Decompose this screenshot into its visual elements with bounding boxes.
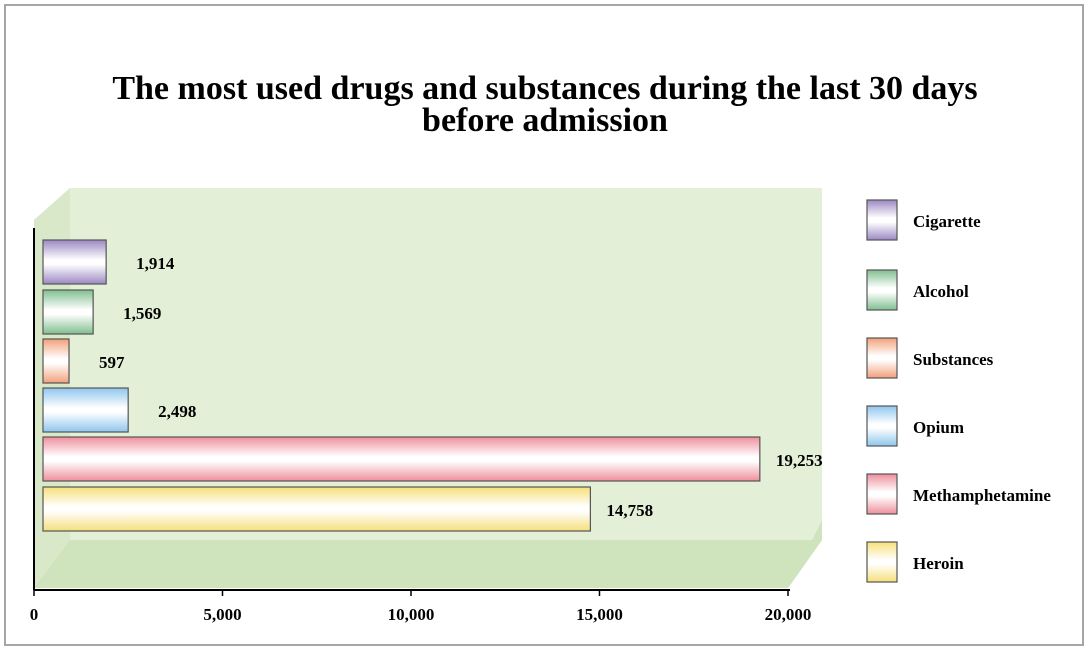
- plot-floor: [34, 540, 822, 588]
- chart-title-line-2: before admission: [422, 102, 668, 139]
- bar-opium: [42, 387, 129, 433]
- value-label-heroin: 14,758: [606, 501, 653, 520]
- bar-cigarette: [42, 239, 107, 285]
- legend: Cigarette Alcohol Substances Opium Methamphe…: [866, 199, 1051, 583]
- x-tick-label: 15,000: [576, 605, 623, 624]
- value-label-opium: 2,498: [158, 402, 196, 421]
- legend-swatch-methamphetamine: [866, 473, 898, 515]
- bar-substances: [42, 338, 70, 384]
- legend-label-opium: Opium: [913, 418, 964, 437]
- value-label-methamphetamine: 19,253: [776, 451, 823, 470]
- x-tick-label: 5,000: [203, 605, 241, 624]
- x-tick-label: 20,000: [765, 605, 812, 624]
- value-label-substances: 597: [99, 353, 125, 372]
- bar-alcohol: [42, 289, 94, 335]
- chart-title-line-1: The most used drugs and substances durin…: [112, 70, 978, 107]
- value-label-cigarette: 1,914: [136, 254, 175, 273]
- legend-label-heroin: Heroin: [913, 554, 964, 573]
- legend-swatch-substances: [866, 337, 898, 379]
- plot-floor-edge: [788, 520, 822, 588]
- bar-heroin: [42, 486, 591, 532]
- legend-label-methamphetamine: Methamphetamine: [913, 486, 1051, 505]
- legend-label-alcohol: Alcohol: [913, 282, 969, 301]
- legend-swatch-cigarette: [866, 199, 898, 241]
- axes: [33, 228, 790, 591]
- bar-methamphetamine: [42, 436, 761, 482]
- x-tick-label: 0: [30, 605, 39, 624]
- bars: 1,914 1,569 597 2,498 19,253 14,758: [42, 239, 823, 532]
- legend-swatch-heroin: [866, 541, 898, 583]
- legend-label-cigarette: Cigarette: [913, 212, 981, 231]
- legend-swatch-opium: [866, 405, 898, 447]
- x-axis-ticks: 0 5,000 10,000 15,000 20,000: [30, 590, 812, 624]
- legend-label-substances: Substances: [913, 350, 994, 369]
- legend-swatch-alcohol: [866, 269, 898, 311]
- value-label-alcohol: 1,569: [123, 304, 161, 323]
- x-tick-label: 10,000: [388, 605, 435, 624]
